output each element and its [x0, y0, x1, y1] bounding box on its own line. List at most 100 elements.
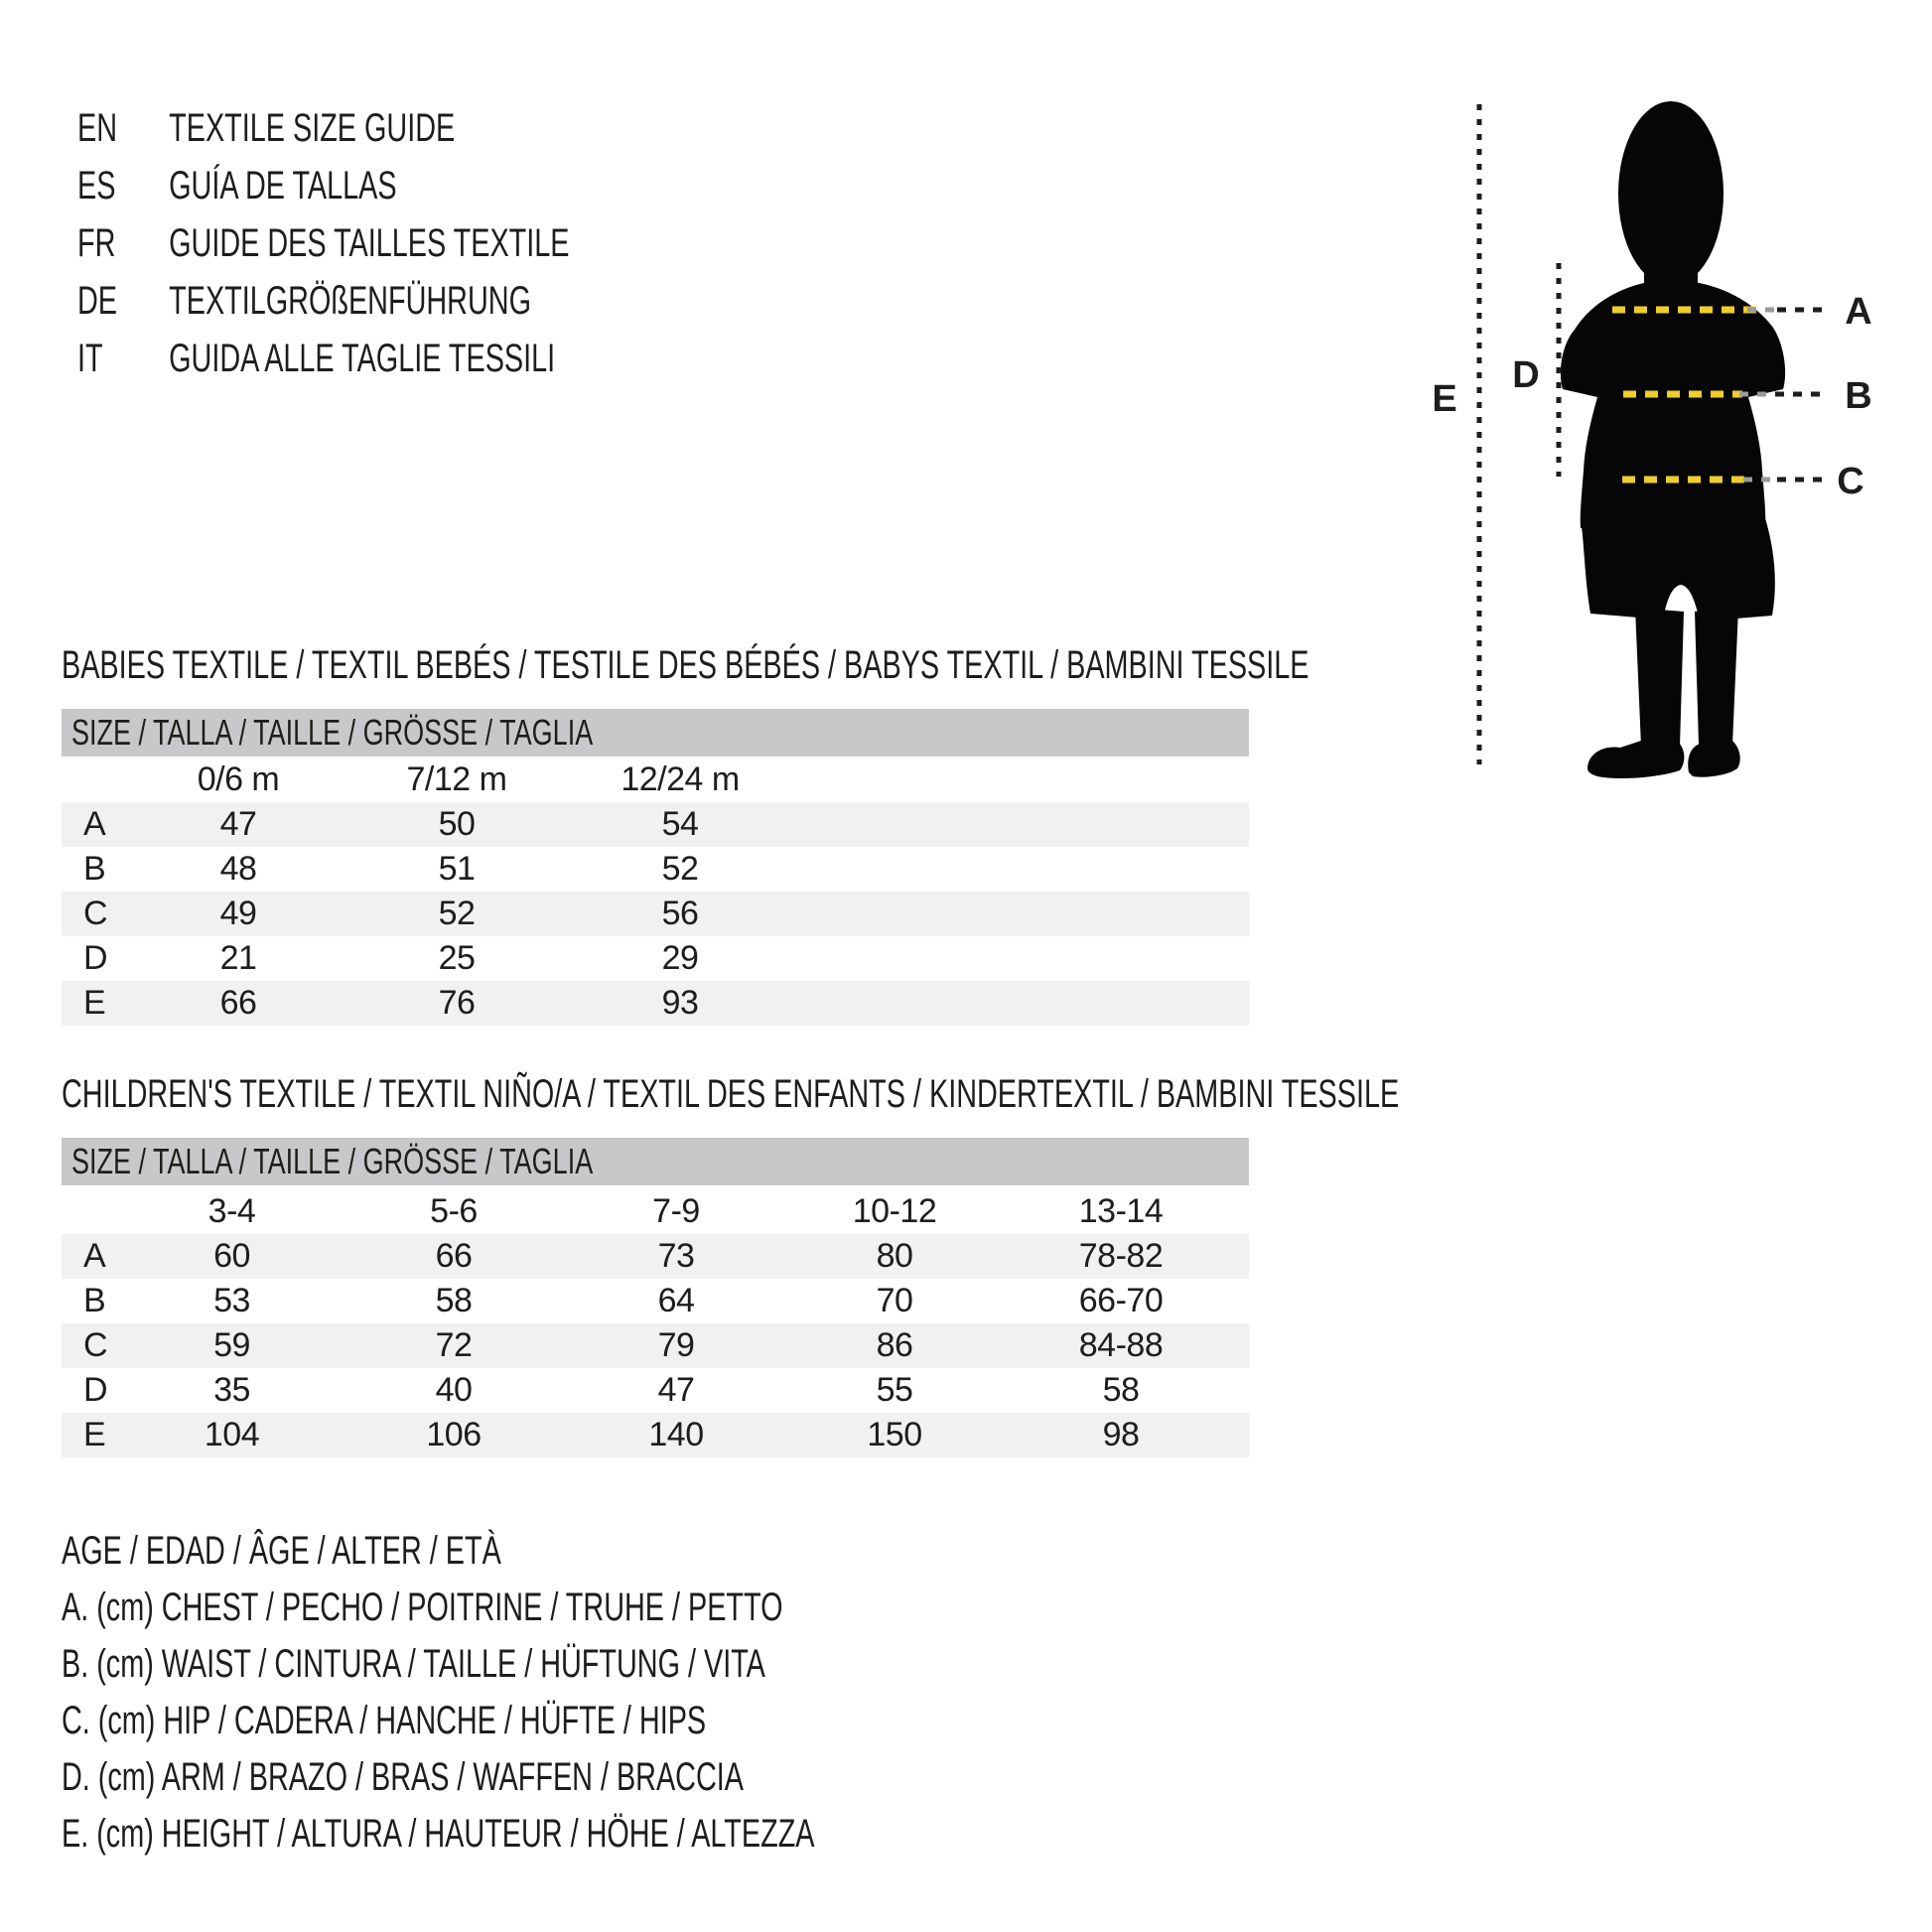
language-title: GUIDA ALLE TAGLIE TESSILI [169, 336, 556, 380]
table-cell: 79 [657, 1326, 695, 1364]
babies-size-header-bar: SIZE / TALLA / TAILLE / GRÖSSE / TAGLIA [62, 709, 1249, 757]
language-row-de: DE TEXTILGRÖßENFÜHRUNG [77, 272, 760, 330]
table-cell: 48 [219, 850, 257, 888]
row-label: A [83, 1237, 106, 1275]
row-label: D [83, 939, 108, 977]
language-code: FR [77, 220, 116, 265]
legend-waist-line: B. (cm) WAIST / CINTURA / TAILLE / HÜFTU… [62, 1642, 765, 1686]
child-silhouette-diagram: A B C D E [1432, 101, 1872, 778]
column-header: 7/12 m [406, 760, 507, 798]
legend-hip-line: C. (cm) HIP / CADERA / HANCHE / HÜFTE / … [62, 1699, 707, 1742]
table-cell: 40 [435, 1371, 473, 1409]
column-header: 12/24 m [621, 760, 740, 798]
table-cell: 70 [876, 1282, 913, 1319]
children-section-title: CHILDREN'S TEXTILE / TEXTIL NIÑO/A / TEX… [62, 1072, 1400, 1116]
row-label: E [83, 984, 106, 1022]
table-cell: 76 [438, 984, 476, 1022]
table-cell: 66 [435, 1237, 473, 1275]
language-title: GUÍA DE TALLAS [169, 163, 397, 207]
row-label: D [83, 1371, 108, 1409]
column-header: 0/6 m [197, 760, 280, 798]
table-cell: 35 [213, 1371, 250, 1409]
babies-section-title: BABIES TEXTILE / TEXTIL BEBÉS / TESTILE … [62, 643, 1310, 687]
table-row: D 35 40 47 55 58 [62, 1368, 1249, 1413]
table-cell: 53 [213, 1282, 250, 1319]
babies-column-header-row: 0/6 m 7/12 m 12/24 m [62, 758, 1249, 802]
table-cell: 66-70 [1078, 1282, 1164, 1319]
language-title: TEXTILE SIZE GUIDE [169, 105, 456, 150]
language-code: DE [77, 278, 118, 323]
legend-chest-line: A. (cm) CHEST / PECHO / POITRINE / TRUHE… [62, 1586, 783, 1629]
table-row: E 66 76 93 [62, 981, 1249, 1026]
empty-corner-cell [62, 1189, 134, 1234]
column-header: 13-14 [1078, 1192, 1164, 1230]
table-cell: 98 [1102, 1416, 1140, 1453]
legend-arm-line: D. (cm) ARM / BRAZO / BRAS / WAFFEN / BR… [62, 1755, 744, 1799]
table-cell: 49 [219, 895, 257, 932]
language-title: GUIDE DES TAILLES TEXTILE [169, 220, 570, 265]
table-cell: 52 [661, 850, 699, 888]
table-cell: 29 [661, 939, 699, 977]
column-header: 7-9 [652, 1192, 700, 1230]
legend-height-line: E. (cm) HEIGHT / ALTURA / HAUTEUR / HÖHE… [62, 1812, 815, 1856]
table-cell: 104 [204, 1416, 260, 1453]
row-label: C [83, 1326, 108, 1364]
diagram-label-e: E [1432, 378, 1456, 420]
table-cell: 60 [213, 1237, 250, 1275]
table-cell: 150 [867, 1416, 922, 1453]
table-cell: 72 [435, 1326, 473, 1364]
column-header: 5-6 [430, 1192, 478, 1230]
table-cell: 50 [438, 805, 476, 843]
diagram-label-d: D [1512, 354, 1539, 396]
table-row: B 48 51 52 [62, 847, 1249, 892]
diagram-label-a: A [1845, 291, 1871, 333]
language-code: ES [77, 163, 116, 207]
language-row-en: EN TEXTILE SIZE GUIDE [77, 99, 760, 157]
language-title: TEXTILGRÖßENFÜHRUNG [169, 278, 531, 323]
legend-age-line: AGE / EDAD / ÂGE / ALTER / ETÀ [62, 1529, 501, 1573]
table-row: B 53 58 64 70 66-70 [62, 1279, 1249, 1323]
table-row: C 59 72 79 86 84-88 [62, 1323, 1249, 1368]
table-cell: 78-82 [1078, 1237, 1164, 1275]
diagram-label-c: C [1837, 461, 1863, 502]
row-label: C [83, 895, 108, 932]
children-column-header-row: 3-4 5-6 7-9 10-12 13-14 [62, 1189, 1249, 1234]
table-cell: 21 [219, 939, 257, 977]
table-cell: 56 [661, 895, 699, 932]
table-cell: 86 [876, 1326, 913, 1364]
diagram-label-b: B [1845, 375, 1871, 417]
table-cell: 106 [426, 1416, 482, 1453]
table-row: E 104 106 140 150 98 [62, 1413, 1249, 1457]
table-cell: 54 [661, 805, 699, 843]
child-silhouette-icon [1560, 101, 1786, 778]
column-header: 10-12 [852, 1192, 937, 1230]
row-label: B [83, 850, 106, 888]
table-cell: 47 [657, 1371, 695, 1409]
row-label: E [83, 1416, 106, 1453]
babies-size-header-label: SIZE / TALLA / TAILLE / GRÖSSE / TAGLIA [71, 712, 594, 753]
children-size-header-label: SIZE / TALLA / TAILLE / GRÖSSE / TAGLIA [71, 1141, 594, 1181]
table-cell: 73 [657, 1237, 695, 1275]
language-row-es: ES GUÍA DE TALLAS [77, 157, 760, 214]
table-row: A 60 66 73 80 78-82 [62, 1234, 1249, 1279]
babies-size-table: 0/6 m 7/12 m 12/24 m A 47 50 54 B 48 51 … [62, 758, 1249, 1026]
language-list: EN TEXTILE SIZE GUIDE ES GUÍA DE TALLAS FR… [77, 99, 760, 387]
table-cell: 58 [1102, 1371, 1140, 1409]
children-size-table: 3-4 5-6 7-9 10-12 13-14 A 60 66 73 80 78… [62, 1189, 1249, 1457]
table-cell: 55 [876, 1371, 913, 1409]
table-cell: 51 [438, 850, 476, 888]
table-cell: 58 [435, 1282, 473, 1319]
table-cell: 47 [219, 805, 257, 843]
table-cell: 59 [213, 1326, 250, 1364]
language-row-it: IT GUIDA ALLE TAGLIE TESSILI [77, 330, 760, 387]
table-cell: 25 [438, 939, 476, 977]
table-cell: 80 [876, 1237, 913, 1275]
table-cell: 84-88 [1078, 1326, 1164, 1364]
table-row: C 49 52 56 [62, 892, 1249, 936]
row-label: A [83, 805, 106, 843]
language-code: EN [77, 105, 118, 150]
table-cell: 52 [438, 895, 476, 932]
column-header: 3-4 [207, 1192, 256, 1230]
row-label: B [83, 1282, 106, 1319]
table-cell: 140 [648, 1416, 704, 1453]
